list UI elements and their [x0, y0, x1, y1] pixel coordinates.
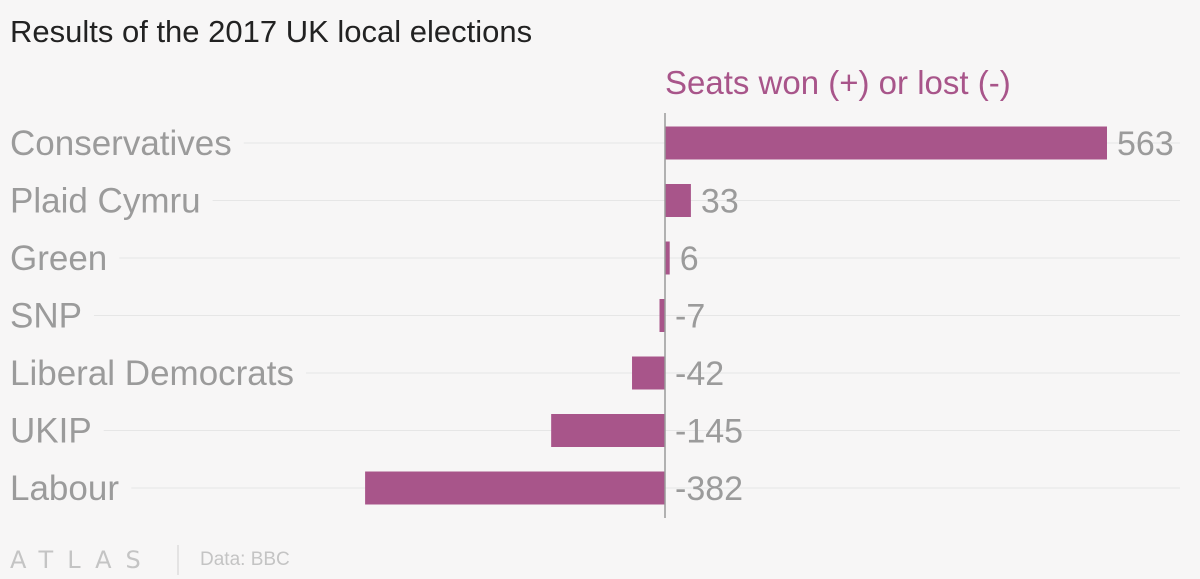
value-axis-title: Seats won (+) or lost (-): [665, 64, 1011, 101]
bar: [665, 184, 691, 217]
category-label: UKIP: [10, 412, 92, 451]
category-label: Conservatives: [10, 124, 232, 163]
chart-title: Results of the 2017 UK local elections: [10, 14, 532, 49]
value-label: -382: [675, 470, 743, 508]
value-label: -145: [675, 413, 743, 451]
footer-brand-logo: ATLAS: [10, 546, 155, 574]
category-labels: Conservatives Plaid Cymru Green SNP Liberal …: [10, 124, 294, 508]
category-label: Labour: [10, 469, 119, 508]
value-label: 563: [1117, 125, 1174, 163]
category-label: SNP: [10, 297, 82, 336]
value-label: -7: [675, 298, 705, 336]
category-label: Liberal Democrats: [10, 354, 294, 393]
category-label: Green: [10, 239, 107, 278]
value-label: -42: [675, 355, 724, 393]
footer-source: Data: BBC: [200, 549, 290, 570]
bar: [632, 356, 665, 390]
category-label: Plaid Cymru: [10, 182, 201, 221]
bar: [665, 126, 1107, 160]
footer: ATLAS Data: BBC: [10, 545, 290, 575]
value-label: 33: [701, 183, 739, 221]
bars: [365, 126, 1107, 505]
bar: [365, 471, 665, 505]
bar: [551, 414, 665, 447]
bar: [665, 241, 670, 275]
bar: [659, 299, 665, 332]
value-label: 6: [680, 240, 699, 278]
value-labels: 563 336 -7 -42 -145 -382: [675, 125, 1174, 508]
